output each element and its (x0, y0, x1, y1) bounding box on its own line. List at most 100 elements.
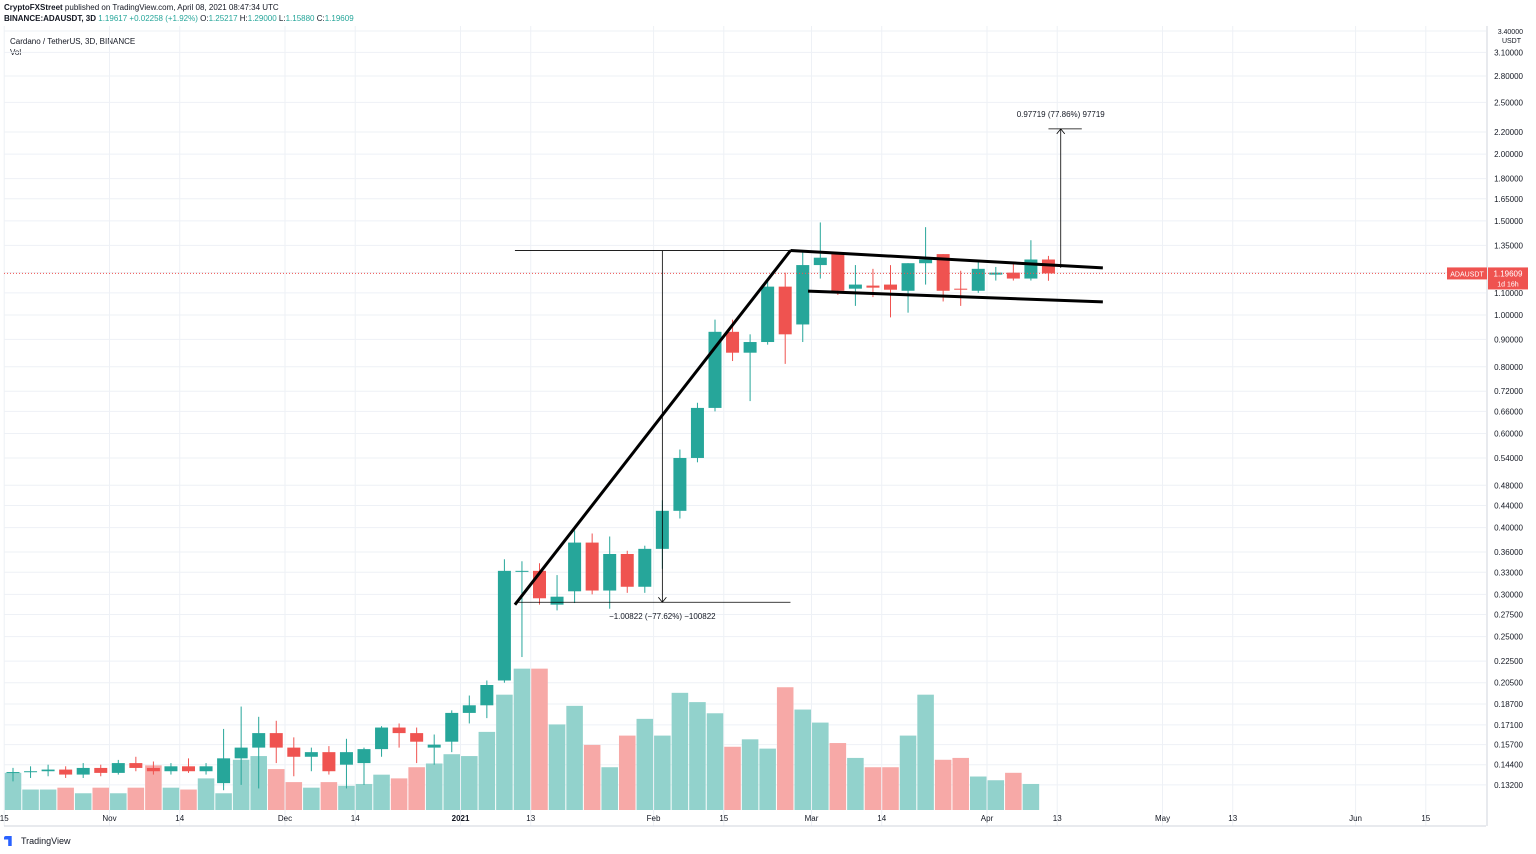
candle-body (375, 727, 389, 750)
volume-bar (741, 739, 759, 810)
candle-body (1041, 259, 1055, 274)
volume-bar (110, 793, 127, 810)
candle-body (322, 752, 336, 772)
candle (392, 723, 406, 748)
candle (410, 727, 424, 764)
candle (269, 720, 283, 764)
volume-bar (443, 754, 461, 810)
volume-bar (583, 744, 601, 810)
price-tick-label: 0.15700 (1494, 741, 1523, 750)
flagpole-line (513, 249, 792, 606)
high-label: H: (239, 14, 248, 23)
candle-body (673, 457, 687, 511)
low-label: L: (278, 14, 286, 23)
candle (673, 449, 687, 519)
volume-bar (548, 724, 566, 810)
publisher-name[interactable]: CryptoFXStreet (4, 3, 63, 12)
price-tick-label: 0.14400 (1494, 761, 1523, 770)
volume-bar (829, 743, 847, 810)
volume-bar (162, 787, 180, 810)
price-tick-label: 2.50000 (1494, 98, 1523, 107)
price-tick-label: 0.48000 (1494, 481, 1523, 490)
candle (94, 764, 108, 777)
volume-bar (899, 735, 917, 810)
tradingview-brand: TradingView (21, 836, 71, 846)
candle-body (445, 712, 459, 742)
time-tick-label: Jun (1349, 814, 1362, 823)
price-tick-label: 0.17100 (1494, 721, 1523, 730)
volume-bar (952, 757, 969, 810)
candle (796, 250, 810, 343)
candle (375, 726, 389, 757)
candle-body (603, 554, 617, 591)
candle (445, 710, 459, 753)
volume-bar (917, 694, 934, 810)
candle (778, 272, 792, 364)
volume-bar (425, 763, 443, 810)
candle-body (690, 407, 704, 458)
candle (322, 746, 336, 775)
publish-info: CryptoFXStreet published on TradingView.… (4, 2, 354, 24)
price-tick-label: 0.25000 (1494, 633, 1523, 642)
candle-body (129, 763, 143, 768)
volume-bar (1022, 783, 1040, 810)
price-tag-countdown: 1d 16h (1497, 281, 1519, 288)
time-tick-label: 14 (351, 814, 360, 823)
candle-body (585, 542, 599, 591)
volume-bar (390, 778, 408, 810)
candle-body (796, 265, 810, 325)
target-measure-arrow-head (1056, 128, 1066, 135)
candle-body (111, 763, 125, 773)
close-label: C: (316, 14, 325, 23)
volume-bar (355, 783, 373, 810)
candle-body (954, 288, 968, 290)
price-tick-label: 0.13200 (1494, 781, 1523, 790)
candle (620, 550, 634, 593)
volume-bar (671, 692, 689, 810)
candle (129, 756, 143, 772)
candle-body (813, 257, 827, 266)
time-tick-label: May (1155, 814, 1170, 823)
candle-body (59, 769, 73, 775)
candle-body (6, 772, 20, 774)
time-tick-label: Feb (647, 814, 661, 823)
time-tick-label: 15 (1421, 814, 1430, 823)
candle-body (936, 254, 950, 291)
target-measure-label: 0.97719 (77.86%) 97719 (1017, 110, 1106, 119)
candle (59, 766, 73, 778)
volume-bar (285, 782, 303, 810)
published-text: published on TradingView.com, April 08, … (64, 3, 279, 12)
volume-bar (724, 746, 741, 810)
candle-body (392, 727, 406, 734)
candle (515, 561, 529, 658)
candle (761, 278, 775, 345)
candle-body (743, 342, 757, 353)
candle (6, 767, 20, 782)
tradingview-logo[interactable]: TradingView (4, 836, 71, 846)
candle (480, 680, 494, 719)
candle-body (199, 766, 213, 772)
pole-measure-label: −1.00822 (−77.62%) −100822 (609, 612, 716, 621)
legend-title[interactable]: Cardano / TetherUS, 3D, BINANCE (10, 37, 136, 46)
candle-body (550, 596, 564, 605)
price-tick-label: 0.60000 (1494, 430, 1523, 439)
time-tick-label: 14 (175, 814, 184, 823)
volume-bar (197, 778, 215, 810)
price-axis-unit: USDT (1502, 38, 1522, 45)
candle-body (919, 259, 933, 264)
time-tick-label: 2021 (452, 814, 470, 823)
candle (234, 706, 248, 785)
volume-bar (513, 668, 531, 810)
open-value: 1.25217 (208, 14, 238, 23)
time-tick-label: 15 (719, 814, 728, 823)
price-tag-symbol: ADAUSDT (1450, 271, 1484, 278)
volume-bar (759, 748, 776, 810)
price-tag-value: 1.19609 (1494, 269, 1523, 278)
volume-bar (847, 757, 864, 810)
ohlc-line: BINANCE:ADAUSDT, 3D 1.19617 +0.02258 (+1… (4, 13, 354, 24)
price-change: +0.02258 (+1.92%) (129, 14, 198, 23)
candle (708, 319, 722, 412)
volume-bar (654, 735, 671, 810)
candle (217, 728, 231, 791)
